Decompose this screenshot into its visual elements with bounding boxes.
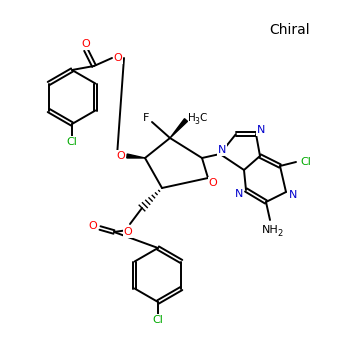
Polygon shape [127,154,145,158]
Text: O: O [117,151,125,161]
Text: O: O [124,227,132,237]
Text: NH: NH [262,225,278,235]
Text: F: F [143,113,149,123]
Text: O: O [114,53,122,63]
Text: N: N [235,189,243,199]
Text: Cl: Cl [66,137,77,147]
Text: N: N [218,145,226,155]
Text: C: C [199,113,206,123]
Text: O: O [82,39,90,49]
Text: Cl: Cl [153,315,163,325]
Text: Chiral: Chiral [270,23,310,37]
Polygon shape [170,119,188,138]
Text: Cl: Cl [301,157,312,167]
Text: O: O [209,178,217,188]
Text: 2: 2 [277,229,283,238]
Text: N: N [257,125,265,135]
Text: N: N [289,190,297,200]
Text: 3: 3 [194,117,199,126]
Text: H: H [188,113,196,123]
Text: O: O [89,221,97,231]
